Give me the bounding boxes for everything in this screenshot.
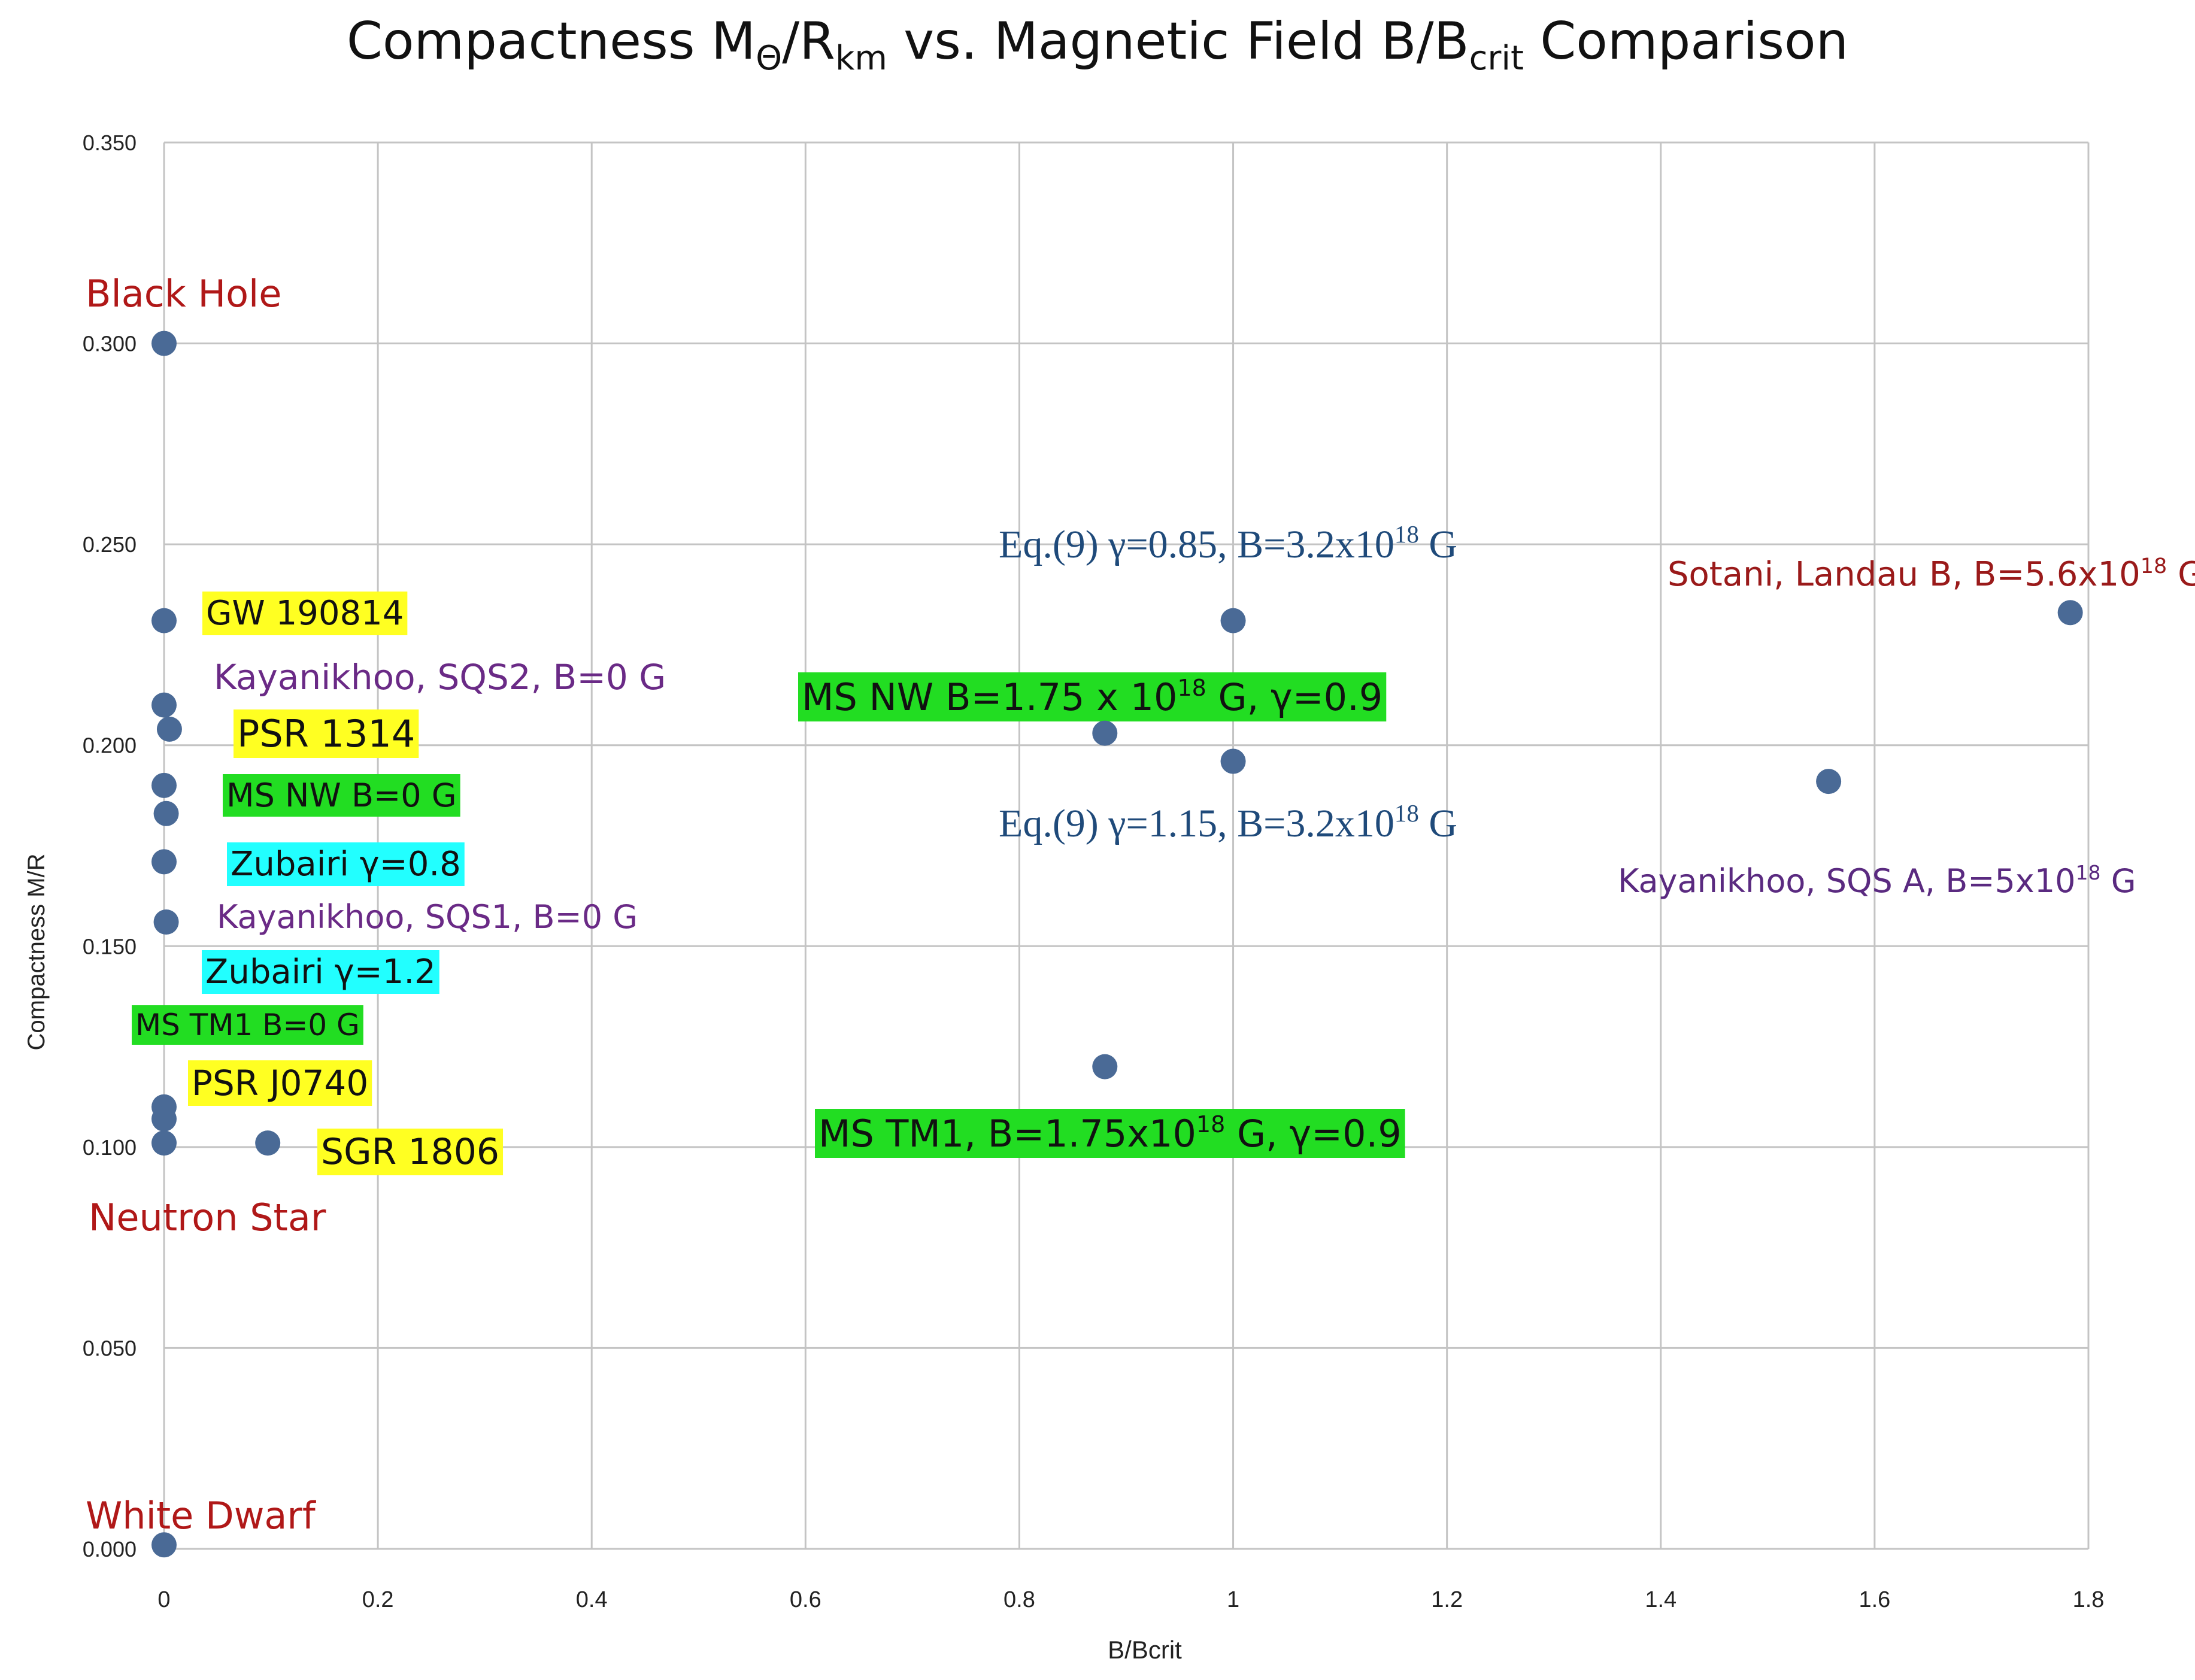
x-tick-label: 1.2 <box>1431 1587 1463 1612</box>
annotation-text: Kayanikhoo, SQS A, B=5x1018 G <box>1618 861 2136 900</box>
annotation-label: White Dwarf <box>86 1494 317 1538</box>
y-tick-label: 0.250 <box>83 532 137 557</box>
data-point <box>151 608 177 633</box>
annotation-text: MS NW B=0 G <box>226 777 457 814</box>
x-tick-label: 0 <box>157 1587 170 1612</box>
annotation-text: Zubairi γ=0.8 <box>231 845 461 884</box>
y-tick-label: 0.200 <box>83 733 137 758</box>
x-tick-label: 1.6 <box>1859 1587 1890 1612</box>
annotation-highlight <box>202 592 408 635</box>
x-tick-label: 0.2 <box>362 1587 394 1612</box>
annotation-text: PSR 1314 <box>237 712 415 756</box>
annotation-label: MS TM1 B=0 G <box>132 1005 363 1045</box>
x-axis-label: B/Bcrit <box>1108 1636 1182 1664</box>
annotation-label: Zubairi γ=0.8 <box>227 842 465 886</box>
data-point <box>255 1130 281 1156</box>
annotation-text: Eq.(9) γ=0.85, B=3.2x1018 G <box>999 520 1457 566</box>
data-point <box>151 849 177 875</box>
annotation-label: Kayanikhoo, SQS2, B=0 G <box>214 657 666 698</box>
data-point <box>1220 608 1246 633</box>
data-point <box>151 772 177 798</box>
y-axis-label: Compactness M/R <box>23 854 50 1051</box>
annotation-highlight <box>202 950 439 994</box>
annotation-highlight <box>317 1129 504 1175</box>
annotation-labels: Black Hole GW 190814 Kayanikhoo, SQS2, B=0… <box>86 272 2195 1538</box>
data-point <box>151 1130 177 1156</box>
data-point <box>1092 720 1118 746</box>
data-points <box>151 330 2083 1558</box>
annotation-label: Eq.(9) γ=0.85, B=3.2x1018 G <box>999 520 1457 566</box>
annotation-text: Kayanikhoo, SQS2, B=0 G <box>214 657 666 698</box>
annotation-label: PSR J0740 <box>188 1060 372 1106</box>
annotation-highlight <box>188 1060 372 1106</box>
annotation-highlight <box>815 1109 1405 1158</box>
annotation-label: MS TM1, B=1.75x1018 G, γ=0.9 <box>815 1109 1405 1158</box>
data-point <box>151 1532 177 1558</box>
x-tick-label: 0.8 <box>1003 1587 1035 1612</box>
annotation-text: Eq.(9) γ=1.15, B=3.2x1018 G <box>999 799 1457 845</box>
x-tick-label: 1.4 <box>1645 1587 1676 1612</box>
annotation-text: SGR 1806 <box>321 1131 499 1173</box>
data-point <box>151 1106 177 1132</box>
annotation-text: MS TM1 B=0 G <box>135 1008 360 1042</box>
annotation-label: Zubairi γ=1.2 <box>202 950 439 994</box>
data-point <box>153 909 179 935</box>
annotation-highlight <box>798 672 1387 721</box>
y-tick-label: 0.350 <box>83 131 137 155</box>
data-point <box>153 800 179 826</box>
data-point <box>1220 748 1246 774</box>
annotation-text: Black Hole <box>86 272 281 316</box>
annotation-text: White Dwarf <box>86 1494 317 1538</box>
annotation-label: MS NW B=1.75 x 1018 G, γ=0.9 <box>798 672 1387 721</box>
x-tick-label: 0.6 <box>790 1587 821 1612</box>
annotation-highlight <box>132 1005 363 1045</box>
annotation-highlight <box>223 774 460 817</box>
axis-ticks: 0 0.2 0.4 0.6 0.8 1 1.2 1.4 1.6 1.8 0.000 0.050 0.10… <box>83 131 2105 1612</box>
x-tick-label: 1.8 <box>2073 1587 2105 1612</box>
annotation-label: PSR 1314 <box>234 709 419 758</box>
annotation-highlight <box>227 842 465 886</box>
data-point <box>1092 1054 1118 1079</box>
y-tick-label: 0.000 <box>83 1537 137 1561</box>
annotation-label: Neutron Star <box>89 1196 326 1239</box>
annotation-highlight <box>234 709 419 758</box>
data-point <box>1816 769 1842 794</box>
annotation-label: Kayanikhoo, SQS1, B=0 G <box>217 898 638 936</box>
annotation-label: Kayanikhoo, SQS A, B=5x1018 G <box>1618 861 2136 900</box>
annotation-text: Sotani, Landau B, B=5.6x1018 G <box>1668 554 2195 594</box>
annotation-text: Neutron Star <box>89 1196 326 1239</box>
data-point <box>2057 600 2083 626</box>
annotation-text: GW 190814 <box>206 594 404 633</box>
annotation-label: MS NW B=0 G <box>223 774 460 817</box>
data-point <box>156 716 182 742</box>
data-point <box>151 692 177 718</box>
annotation-text: PSR J0740 <box>192 1063 368 1103</box>
annotation-text: Zubairi γ=1.2 <box>205 953 436 991</box>
annotation-label: Eq.(9) γ=1.15, B=3.2x1018 G <box>999 799 1457 845</box>
data-point <box>151 330 177 356</box>
annotation-text: MS NW B=1.75 x 1018 G, γ=0.9 <box>802 675 1383 719</box>
y-tick-label: 0.100 <box>83 1135 137 1160</box>
annotation-label: Sotani, Landau B, B=5.6x1018 G <box>1668 554 2195 594</box>
chart-title: Compactness MΘ/Rkm vs. Magnetic Field B/… <box>347 11 1848 78</box>
y-tick-label: 0.050 <box>83 1336 137 1360</box>
annotation-text: MS TM1, B=1.75x1018 G, γ=0.9 <box>818 1111 1402 1156</box>
annotation-label: GW 190814 <box>202 592 408 635</box>
annotation-text: Kayanikhoo, SQS1, B=0 G <box>217 898 638 936</box>
annotation-label: Black Hole <box>86 272 281 316</box>
y-tick-label: 0.300 <box>83 332 137 356</box>
x-tick-label: 0.4 <box>576 1587 608 1612</box>
y-tick-label: 0.150 <box>83 934 137 959</box>
x-tick-label: 1 <box>1227 1587 1239 1612</box>
annotation-label: SGR 1806 <box>317 1129 504 1175</box>
